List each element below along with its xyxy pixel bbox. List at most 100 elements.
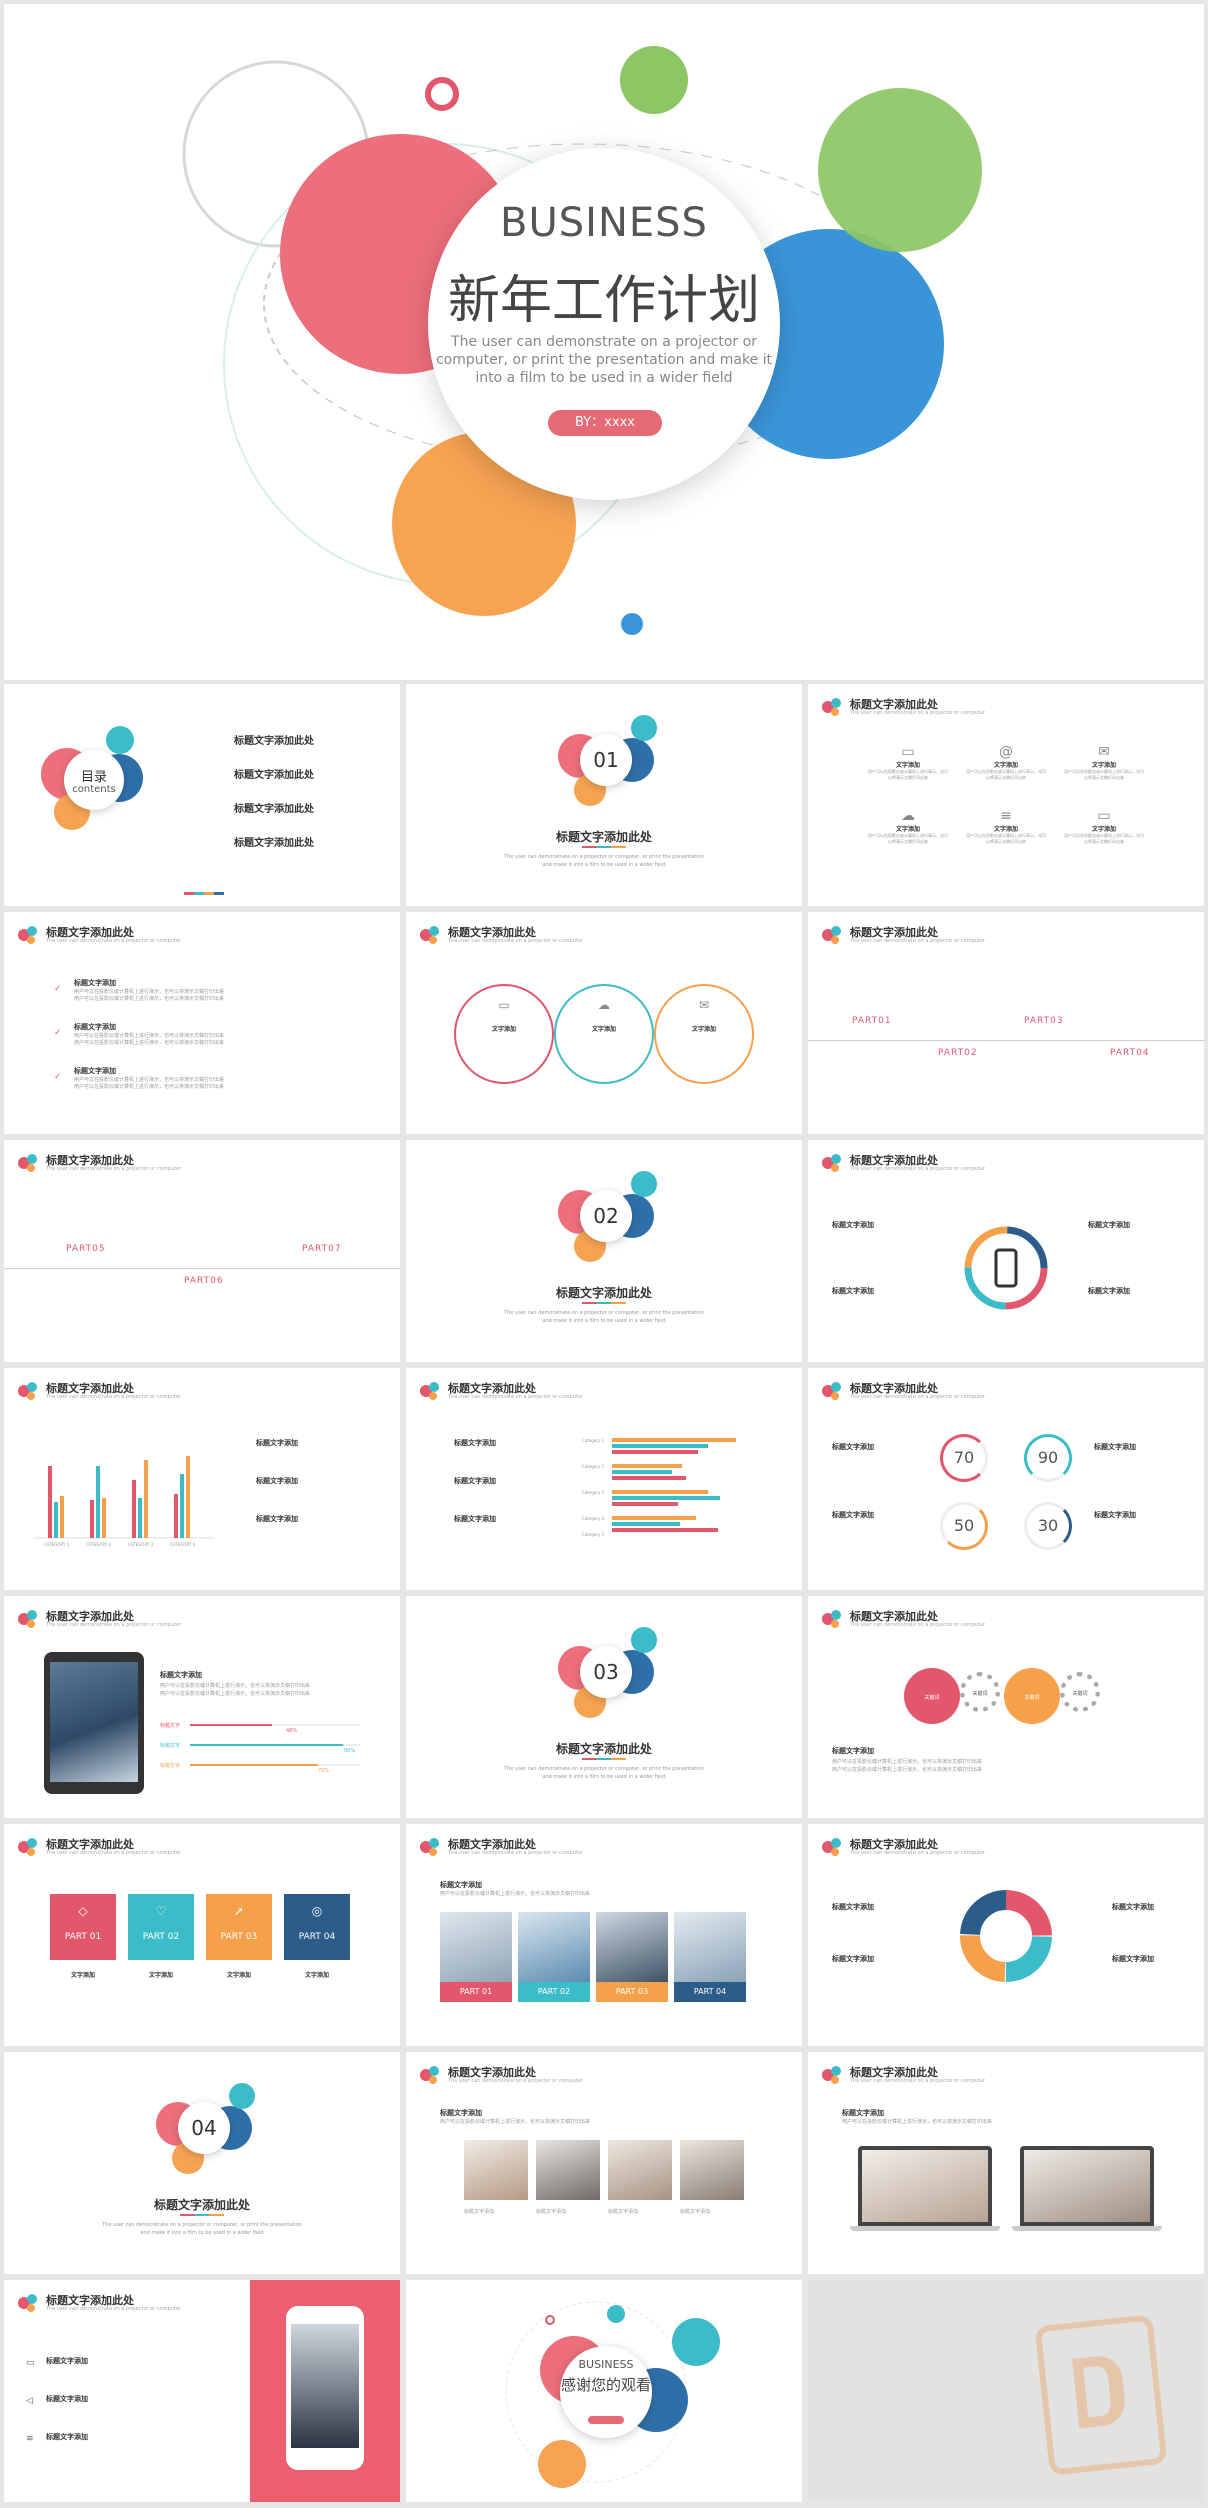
team-caption: 标题文字添加 — [536, 2209, 567, 2215]
part-label: PART 04 — [298, 1932, 336, 1942]
mail-icon: ✉ — [1098, 744, 1110, 760]
cover-business: BUSINESS — [500, 200, 708, 246]
team-photo — [536, 2140, 600, 2200]
circle-label: 文字添加 — [691, 1026, 716, 1033]
gear-body: 用户可以在投影仪或计算机上进行演示，也可以将演示文稿打印出来 — [832, 1759, 983, 1765]
laptop-icon: ▭ — [1097, 808, 1111, 824]
slide-section-04: 04 标题文字添加此处 The user can demonstrate on … — [4, 2052, 400, 2274]
donut-item: 标题文字添加 — [832, 1903, 874, 1911]
ring-item: 标题文字添加 — [832, 1511, 874, 1519]
slide-photo-parts: 标题文字添加此处 The user can demonstrate on a p… — [406, 1824, 802, 2046]
toc-color-bar — [184, 892, 224, 895]
cover-decoration — [182, 46, 982, 635]
progress-track — [190, 1724, 360, 1726]
photo — [674, 1912, 746, 1982]
section-title: 标题文字添加此处 — [555, 1286, 652, 1300]
hbar-category: Category 5 — [582, 1532, 605, 1537]
ring-item: 标题文字添加 — [1094, 1443, 1136, 1451]
mail-icon: ✉ — [698, 998, 710, 1012]
header-subtitle: The user can demonstrate on a projector … — [46, 1394, 181, 1400]
header-title: 标题文字添加此处 — [46, 1382, 134, 1395]
timeline-part: PART05 — [66, 1244, 106, 1254]
toc-subtitle: contents — [72, 784, 116, 795]
donut-graphic — [960, 1890, 1052, 1982]
slide-team-photos: 标题文字添加此处 The user can demonstrate on a p… — [406, 2052, 802, 2274]
photo — [518, 1912, 590, 1982]
part-caption: 文字添加 — [304, 1972, 329, 1979]
slide-toc: 目录 contents 标题文字添加此处 标题文字添加此处 标题文字添加此处 标… — [4, 684, 400, 906]
ring-value: 90 — [1037, 1448, 1059, 1467]
heart-icon: ♡ — [155, 1904, 167, 1918]
vbar-category: CATEGORY 4 — [170, 1542, 196, 1547]
section-desc-2: and make it into a film to be used in a … — [542, 1318, 666, 1324]
section-number: 04 — [191, 2116, 217, 2140]
phone-item: 标题文字添加 — [1088, 1221, 1130, 1229]
team-photo — [608, 2140, 672, 2200]
header-subtitle: The user can demonstrate on a projector … — [850, 1166, 985, 1172]
layers-icon: ≋ — [26, 2434, 34, 2444]
cover-title: 新年工作计划 — [447, 271, 760, 331]
header-subtitle: The user can demonstrate on a projector … — [850, 1622, 985, 1628]
logo-icon — [420, 1838, 439, 1856]
profile-item: 标题文字添加 — [46, 2433, 88, 2441]
part-caption: 文字添加 — [70, 1972, 95, 1979]
phone-item: 标题文字添加 — [1088, 1287, 1130, 1295]
hbar-item: 标题文字添加 — [454, 1515, 496, 1523]
check-item: ✓ 标题文字添加 用户可以在投影仪或计算机上进行演示，也可以将演示文稿打印出来 … — [54, 1067, 225, 1090]
header-subtitle: The user can demonstrate on a projector … — [850, 1850, 985, 1856]
ring-value: 70 — [953, 1448, 975, 1467]
section-title: 标题文字添加此处 — [153, 2198, 250, 2212]
laptop-screen — [858, 2146, 992, 2226]
gear-icon — [1060, 1672, 1100, 1712]
slide-three-circles: 标题文字添加此处 The user can demonstrate on a p… — [406, 912, 802, 1134]
slide-ending: BUSINESS 感谢您的观看 — [406, 2280, 802, 2502]
vbar-item: 标题文字添加 — [256, 1439, 298, 1447]
gear-title: 标题文字添加 — [832, 1747, 874, 1755]
inbox-icon: ▭ — [901, 744, 915, 760]
section-number: 03 — [593, 1660, 619, 1684]
profile-panel — [250, 2280, 400, 2502]
slide-checklist: 标题文字添加此处 The user can demonstrate on a p… — [4, 912, 400, 1134]
progress-value: 90% — [344, 1748, 356, 1754]
donut-item: 标题文字添加 — [1112, 1903, 1154, 1911]
vbar-category: CATEGORY 3 — [128, 1542, 154, 1547]
header-title: 标题文字添加此处 — [448, 1382, 536, 1395]
toc-item-1: 标题文字添加此处 — [234, 736, 314, 747]
hbar-item: 标题文字添加 — [454, 1439, 496, 1447]
diamond-icon: ◇ — [78, 1904, 88, 1918]
progress-label: 标题文字 — [160, 1723, 181, 1729]
header-title: 标题文字添加此处 — [448, 1838, 536, 1851]
progress-value: 75% — [318, 1768, 330, 1774]
slide-vbar-chart: 标题文字添加此处 The user can demonstrate on a p… — [4, 1368, 400, 1590]
ring-value: 30 — [1037, 1516, 1059, 1535]
header-title: 标题文字添加此处 — [46, 2294, 134, 2307]
slide-section-01: 01 标题文字添加此处 The user can demonstrate on … — [406, 684, 802, 906]
header-title: 标题文字添加此处 — [850, 698, 938, 711]
section-desc-2: and make it into a film to be used in a … — [542, 862, 666, 868]
ring-value: 50 — [953, 1516, 975, 1535]
phone-item: 标题文字添加 — [832, 1221, 874, 1229]
header-subtitle: The user can demonstrate on a projector … — [850, 2078, 985, 2084]
part-tile — [206, 1894, 272, 1960]
ending-title: 感谢您的观看 — [560, 2376, 651, 2394]
gear-label: 关键词 — [1024, 1695, 1040, 1701]
logo-icon — [822, 1154, 841, 1172]
slide-laptops: 标题文字添加此处 The user can demonstrate on a p… — [808, 2052, 1204, 2274]
section-desc-1: The user can demonstrate on a projector … — [504, 854, 704, 860]
header-title: 标题文字添加此处 — [850, 2066, 938, 2079]
donut-item: 标题文字添加 — [1112, 1955, 1154, 1963]
gear-body: 用户可以在投影仪或计算机上进行演示，也可以将演示文稿打印出来 — [832, 1767, 983, 1773]
logo-icon — [18, 1382, 37, 1400]
ending-pill — [588, 2416, 624, 2424]
slide-gears: 标题文字添加此处 The user can demonstrate on a p… — [808, 1596, 1204, 1818]
photo — [440, 1912, 512, 1982]
icon-item: ≡ 文字添加 用户可以在投影仪或计算机上进行演示，也可以将演示文稿打印出来 — [966, 808, 1046, 844]
logo-icon — [18, 926, 37, 944]
profile-item: 标题文字添加 — [46, 2395, 88, 2403]
section-desc-1: The user can demonstrate on a projector … — [504, 1310, 704, 1316]
team-caption: 标题文字添加 — [680, 2209, 711, 2215]
team-caption: 标题文字添加 — [608, 2209, 639, 2215]
logo-icon — [18, 1154, 37, 1172]
header-subtitle: The user can demonstrate on a projector … — [46, 1166, 181, 1172]
laptop-title: 标题文字添加 — [842, 2109, 884, 2117]
